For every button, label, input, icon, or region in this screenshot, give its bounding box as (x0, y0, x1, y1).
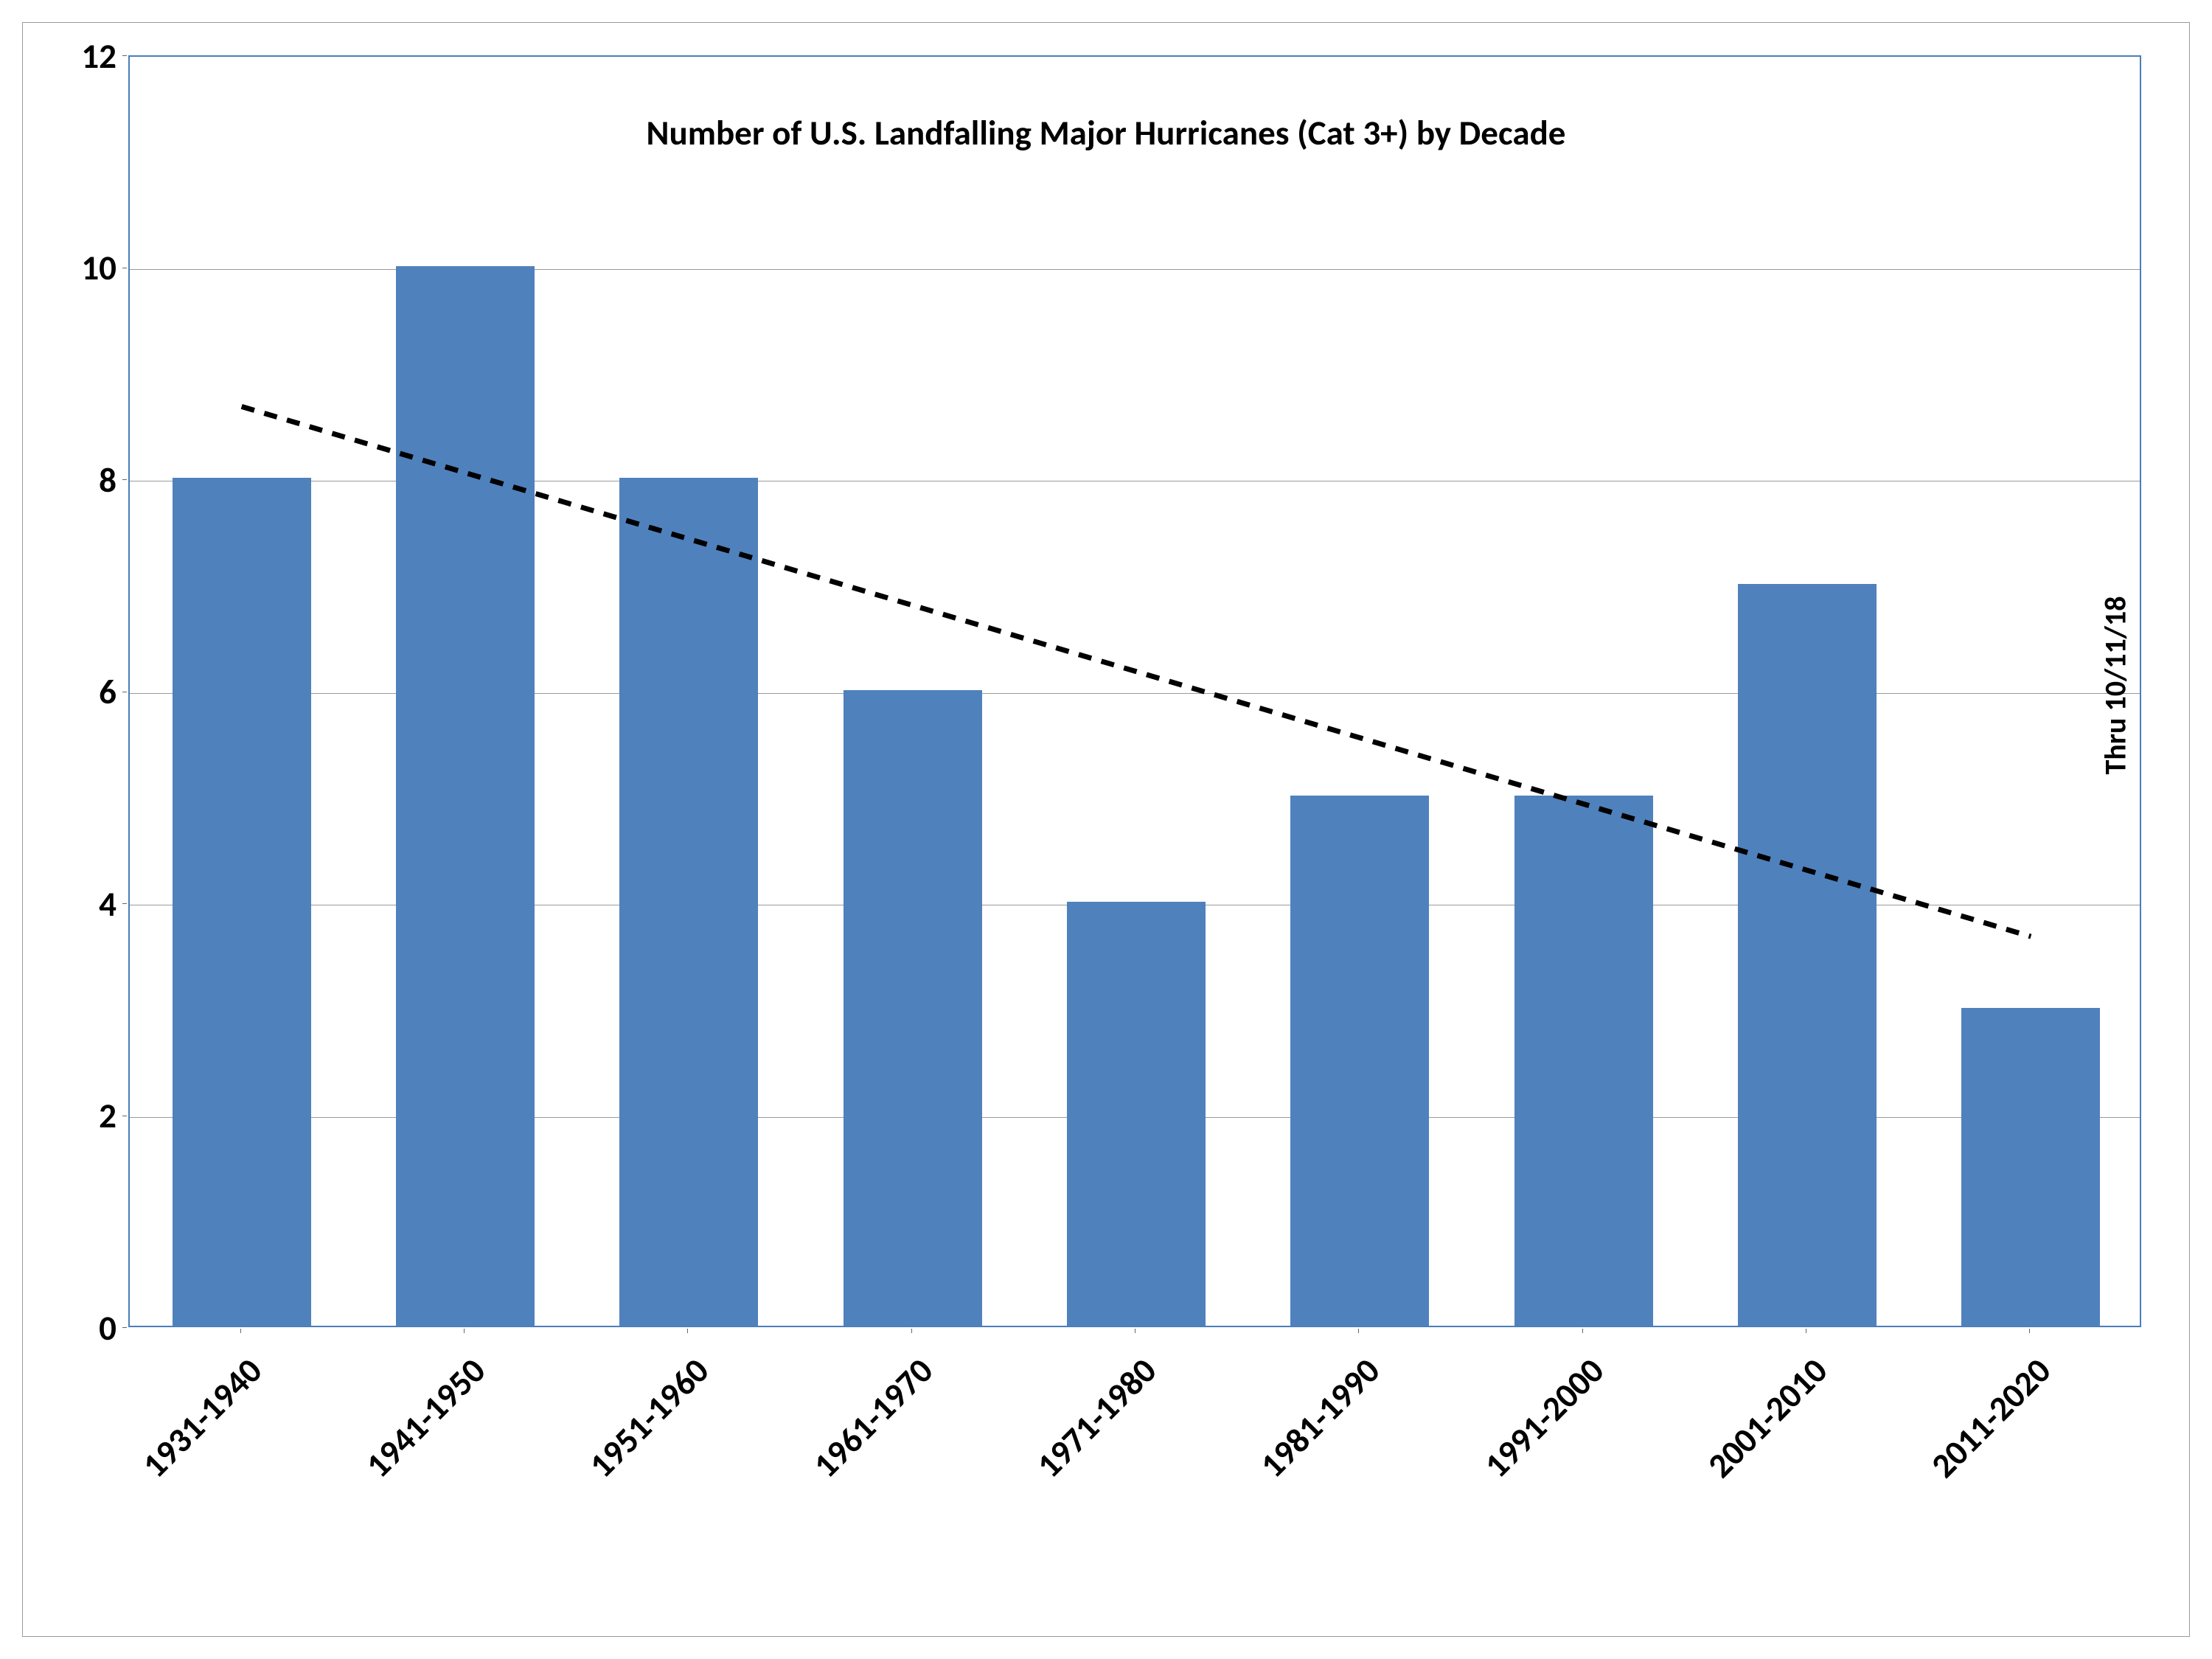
y-tick-label: 4 (99, 883, 116, 925)
x-tick-label: 1971-1980 (978, 1349, 1165, 1536)
y-tick-label: 8 (99, 459, 116, 501)
y-tick-label: 2 (99, 1094, 116, 1137)
x-tick-mark (1582, 1329, 1583, 1333)
x-tick-label: 1951-1960 (531, 1349, 717, 1536)
x-tick-label: 1961-1970 (755, 1349, 942, 1536)
x-tick-label: 1991-2000 (1426, 1349, 1613, 1536)
y-tick-mark (122, 479, 127, 480)
chart-container: Number of U.S. Landfalling Major Hurrica… (22, 22, 2190, 1637)
annotation-thru-date: Thru 10/11/18 (2098, 596, 2134, 774)
y-tick-label: 10 (81, 246, 116, 289)
x-tick-mark (911, 1329, 912, 1333)
bar (173, 478, 311, 1326)
bar (1738, 584, 1877, 1326)
y-tick-label: 6 (99, 670, 116, 713)
y-tick-label: 12 (81, 35, 116, 77)
y-tick-mark (122, 1327, 127, 1328)
bar (619, 478, 758, 1326)
bar (1067, 902, 1206, 1326)
y-tick-label: 0 (99, 1307, 116, 1349)
x-tick-mark (2029, 1329, 2030, 1333)
bar (1961, 1008, 2100, 1326)
x-tick-mark (464, 1329, 465, 1333)
x-tick-label: 1931-1940 (84, 1349, 271, 1536)
x-tick-label: 1981-1990 (1202, 1349, 1388, 1536)
x-tick-label: 2001-2010 (1649, 1349, 1836, 1536)
x-tick-mark (240, 1329, 241, 1333)
y-tick-mark (122, 55, 127, 56)
bar (1290, 796, 1429, 1326)
x-tick-label: 1941-1950 (307, 1349, 494, 1536)
x-tick-label: 2011-2020 (1873, 1349, 2059, 1536)
plot-area: Thru 10/11/18 (128, 55, 2141, 1327)
bar (396, 266, 535, 1326)
bar (844, 690, 982, 1326)
x-tick-mark (687, 1329, 688, 1333)
chart-title: Number of U.S. Landfalling Major Hurrica… (23, 111, 2189, 154)
y-tick-mark (122, 903, 127, 904)
x-tick-mark (1358, 1329, 1359, 1333)
bar (1514, 796, 1653, 1326)
